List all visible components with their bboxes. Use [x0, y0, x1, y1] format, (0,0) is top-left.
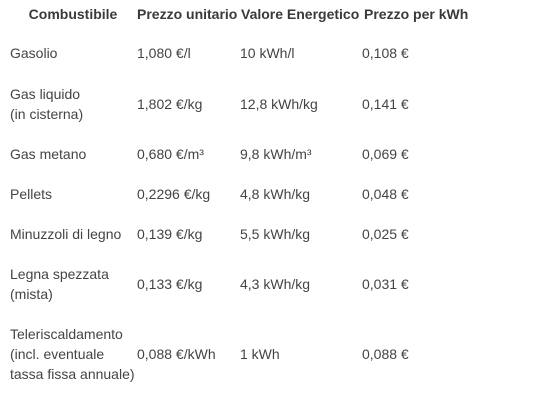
fuel-name: Gas liquido (in cisterna)	[10, 86, 84, 122]
energy-value: 10 kWh/l	[240, 45, 295, 61]
fuel-name: Gas metano	[10, 146, 87, 162]
price-per-kwh: 0,025 €	[362, 226, 409, 242]
table-row: Teleriscaldamento (incl. eventuale tassa…	[0, 324, 547, 384]
unit-price: 1,080 €/l	[137, 45, 191, 61]
table-row: Gasolio 1,080 €/l 10 kWh/l 0,108 €	[0, 43, 547, 63]
unit-price: 0,2296 €/kg	[137, 186, 211, 202]
table-row: Gas liquido (in cisterna) 1,802 €/kg 12,…	[0, 84, 547, 124]
table-row: Legna spezzata (mista) 0,133 €/kg 4,3 kW…	[0, 264, 547, 304]
unit-price: 0,088 €/kWh	[137, 346, 216, 362]
price-per-kwh: 0,031 €	[362, 276, 409, 292]
price-per-kwh: 0,088 €	[362, 346, 409, 362]
unit-price: 0,133 €/kg	[137, 276, 203, 292]
price-per-kwh: 0,069 €	[362, 146, 409, 162]
fuel-name: Gasolio	[10, 45, 58, 61]
price-per-kwh: 0,108 €	[362, 45, 409, 61]
fuel-name: Minuzzoli di legno	[10, 226, 122, 242]
energy-value: 5,5 kWh/kg	[240, 226, 311, 242]
table-row: Pellets 0,2296 €/kg 4,8 kWh/kg 0,048 €	[0, 184, 547, 204]
fuel-name: Pellets	[10, 186, 53, 202]
header-unit-price: Prezzo unitario	[137, 6, 238, 22]
price-per-kwh: 0,048 €	[362, 186, 409, 202]
header-energy-value: Valore Energetico	[241, 6, 360, 22]
price-per-kwh: 0,141 €	[362, 96, 409, 112]
table-header-row: Combustibile Prezzo unitario Valore Ener…	[0, 4, 547, 24]
table-row: Gas metano 0,680 €/m³ 9,8 kWh/m³ 0,069 €	[0, 144, 547, 164]
unit-price: 1,802 €/kg	[137, 96, 203, 112]
energy-value: 9,8 kWh/m³	[240, 146, 312, 162]
unit-price: 0,139 €/kg	[137, 226, 203, 242]
header-fuel: Combustibile	[28, 6, 118, 22]
fuel-name: Teleriscaldamento (incl. eventuale tassa…	[10, 326, 135, 382]
fuel-name: Legna spezzata (mista)	[10, 266, 109, 302]
table-row: Minuzzoli di legno 0,139 €/kg 5,5 kWh/kg…	[0, 224, 547, 244]
energy-value: 12,8 kWh/kg	[240, 96, 318, 112]
header-price-per-kwh: Prezzo per kWh	[364, 6, 469, 22]
energy-value: 4,8 kWh/kg	[240, 186, 311, 202]
energy-value: 4,3 kWh/kg	[240, 276, 311, 292]
unit-price: 0,680 €/m³	[137, 146, 204, 162]
energy-value: 1 kWh	[240, 346, 280, 362]
